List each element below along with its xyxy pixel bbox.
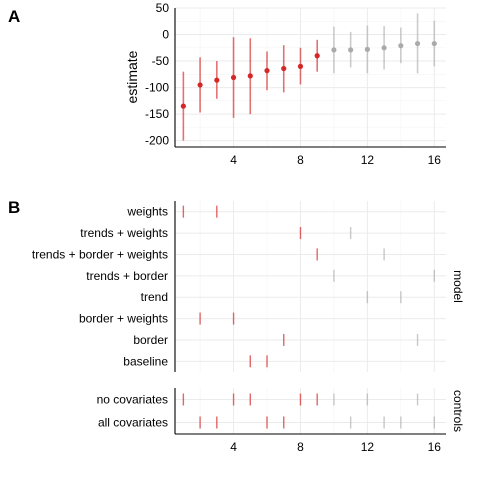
data-point xyxy=(281,65,287,72)
data-point xyxy=(414,40,421,47)
data-point xyxy=(264,68,270,74)
data-point xyxy=(398,43,404,49)
data-point xyxy=(247,73,253,79)
data-point xyxy=(381,45,387,51)
panel-b-model: weights trends + weights trends + border +… xyxy=(32,201,465,372)
x-tick-label: 8 xyxy=(297,153,304,167)
x-tick-label: 4 xyxy=(230,153,237,167)
y-axis-title: estimate xyxy=(124,50,140,103)
strip-label-controls: controls xyxy=(451,390,465,432)
x-tick-label: 8 xyxy=(297,440,304,454)
row-label: trends + weights xyxy=(80,226,168,240)
panel-label-b: B xyxy=(8,198,20,217)
row-label: weights xyxy=(126,205,168,219)
panel-a: 50 0 -50 -100 -150 -200 4 8 12 16 xyxy=(145,1,446,167)
y-tick-label: 0 xyxy=(162,28,169,42)
y-tick-label: -50 xyxy=(152,54,170,68)
row-label: border xyxy=(133,333,168,347)
data-point xyxy=(180,103,186,109)
x-tick-label: 16 xyxy=(428,153,442,167)
data-point xyxy=(297,63,304,69)
strip-label-model: model xyxy=(451,270,465,303)
row-label: trends + border xyxy=(86,269,168,283)
x-tick-label: 12 xyxy=(361,440,375,454)
data-point xyxy=(331,47,337,53)
row-label: trend xyxy=(141,290,168,304)
data-point xyxy=(364,46,370,52)
data-point xyxy=(431,40,437,47)
y-tick-label: -200 xyxy=(145,134,169,148)
panel-label-a: A xyxy=(8,7,20,26)
y-tick-label: -100 xyxy=(145,81,169,95)
y-tick-label: 50 xyxy=(156,1,170,15)
data-point xyxy=(314,53,320,59)
row-label: all covariates xyxy=(98,416,168,430)
x-tick-label: 4 xyxy=(230,440,237,454)
panel-b-controls: no covariates all covariates controls 4 8 12 1… xyxy=(97,388,465,454)
data-point xyxy=(214,77,220,83)
y-tick-label: -150 xyxy=(145,107,169,121)
row-label: no covariates xyxy=(97,393,168,407)
data-point xyxy=(197,82,203,88)
row-label: trends + border + weights xyxy=(32,247,168,261)
x-tick-label: 12 xyxy=(361,153,375,167)
row-label: baseline xyxy=(123,354,168,368)
x-tick-label: 16 xyxy=(428,440,442,454)
data-point xyxy=(348,47,354,53)
data-point xyxy=(230,74,237,81)
row-label: border + weights xyxy=(79,312,168,326)
